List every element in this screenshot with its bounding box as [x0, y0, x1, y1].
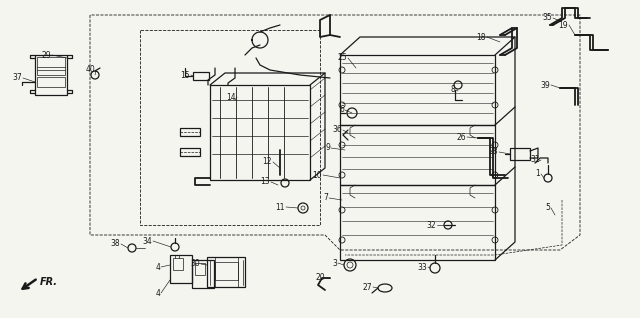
Text: 14: 14	[227, 93, 236, 101]
Text: 10: 10	[312, 170, 322, 179]
Text: 39: 39	[540, 80, 550, 89]
Text: 5: 5	[545, 204, 550, 212]
Bar	[173, 258, 183, 270]
Bar	[37, 77, 65, 87]
Text: 8: 8	[451, 86, 455, 94]
Text: 13: 13	[260, 177, 270, 186]
Bar	[193, 72, 209, 80]
Bar	[340, 125, 495, 185]
Text: 1: 1	[535, 169, 540, 178]
Text: 31: 31	[531, 156, 540, 164]
Text: 15: 15	[180, 71, 190, 80]
Text: 37: 37	[12, 73, 22, 82]
Bar	[340, 55, 495, 125]
Text: 7: 7	[323, 193, 328, 203]
Text: 27: 27	[362, 282, 372, 292]
Text: 9: 9	[325, 143, 330, 153]
Text: 33: 33	[417, 262, 427, 272]
Bar	[192, 260, 214, 288]
Bar	[195, 263, 205, 275]
Text: 4: 4	[155, 288, 160, 298]
Bar	[170, 255, 192, 283]
Text: 19: 19	[558, 20, 568, 30]
Text: 38: 38	[110, 239, 120, 248]
Text: 18: 18	[477, 32, 486, 42]
Bar	[207, 257, 245, 287]
Bar	[180, 128, 200, 136]
Text: 25: 25	[337, 53, 347, 63]
Text: 32: 32	[426, 220, 436, 230]
Text: FR.: FR.	[40, 277, 58, 287]
Text: 20: 20	[316, 273, 325, 282]
Bar	[340, 185, 495, 260]
Text: 12: 12	[262, 157, 272, 167]
Bar	[35, 55, 67, 95]
Text: 4: 4	[155, 262, 160, 272]
Text: 26: 26	[456, 133, 466, 142]
Bar	[37, 57, 65, 75]
Text: 36: 36	[332, 126, 342, 135]
Bar	[180, 148, 200, 156]
Text: 40: 40	[85, 66, 95, 74]
Text: 30: 30	[190, 259, 200, 268]
Text: 34: 34	[142, 237, 152, 245]
Bar	[210, 85, 310, 180]
Text: 6: 6	[339, 106, 344, 114]
Text: 29: 29	[42, 51, 51, 59]
Text: 35: 35	[542, 13, 552, 23]
Bar	[215, 262, 238, 280]
Bar	[510, 148, 530, 160]
Text: 3: 3	[332, 259, 337, 267]
Text: 11: 11	[275, 203, 285, 211]
Text: 28: 28	[488, 148, 498, 156]
